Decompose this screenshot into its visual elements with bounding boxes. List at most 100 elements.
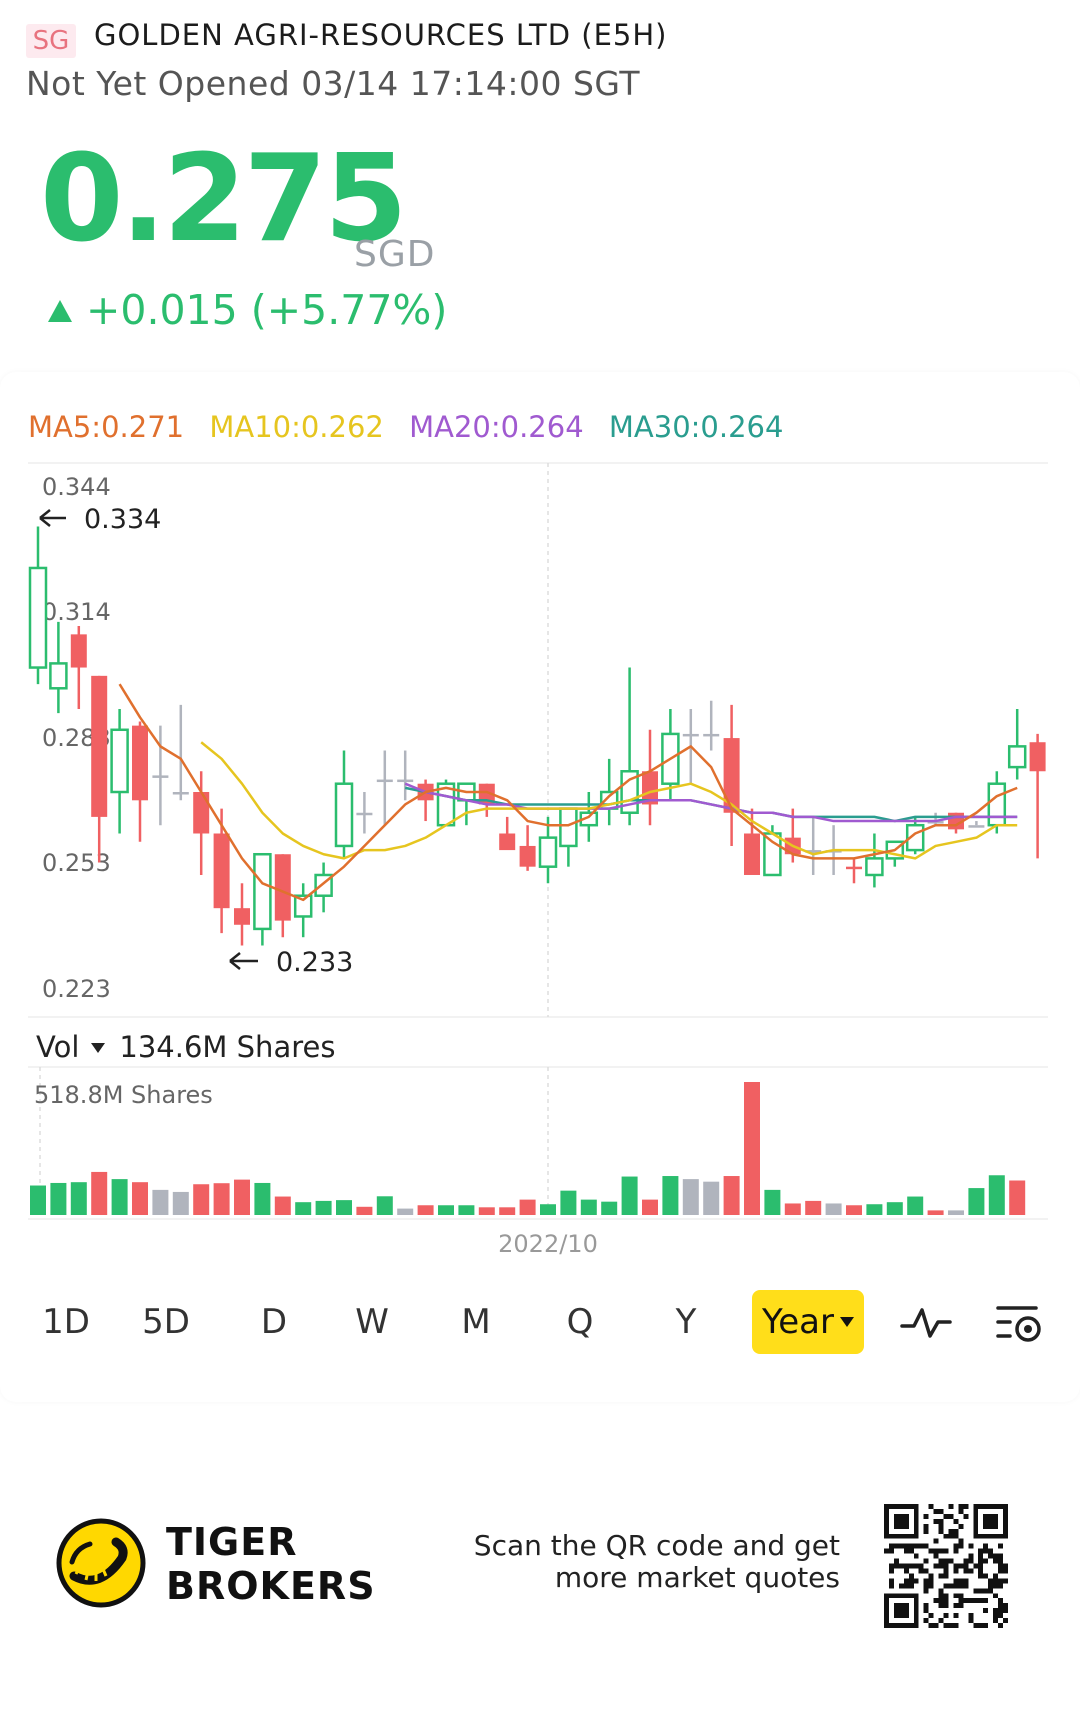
candle — [538, 816, 558, 884]
pulse-icon[interactable] — [900, 1302, 952, 1342]
candle-body — [234, 908, 250, 925]
candle — [91, 675, 108, 863]
volume-bar — [642, 1199, 658, 1215]
volume-bar — [927, 1210, 944, 1215]
chevron-down-icon — [91, 1043, 106, 1053]
period-y[interactable]: Y — [675, 1302, 697, 1342]
ma-lines-layer — [118, 683, 1018, 902]
low-marker: 0.233 — [229, 947, 353, 978]
candle-body — [152, 775, 169, 778]
candle — [193, 771, 210, 875]
volume-bar — [499, 1207, 516, 1215]
candle — [1007, 709, 1027, 780]
volume-bar — [988, 1175, 1005, 1215]
volume-bar — [866, 1204, 883, 1215]
volume-bar — [744, 1082, 760, 1215]
volume-bar — [458, 1205, 475, 1215]
candle — [744, 808, 760, 875]
last-price: 0.275 — [40, 130, 408, 269]
candle-body — [274, 854, 291, 921]
candle-body — [519, 845, 536, 867]
chart-settings-icon[interactable] — [996, 1302, 1044, 1346]
period-1d[interactable]: 1D — [42, 1302, 90, 1342]
candle — [49, 621, 68, 714]
candle — [314, 862, 333, 913]
candle-body — [682, 733, 699, 737]
candle-body — [110, 728, 129, 794]
volume-bar — [540, 1204, 556, 1215]
volume-bar — [438, 1205, 454, 1215]
candle — [132, 721, 148, 842]
candle-body — [559, 807, 578, 848]
period-m[interactable]: M — [461, 1302, 491, 1342]
stock-name: GOLDEN AGRI-RESOURCES LTD (E5H) — [94, 18, 668, 52]
candle — [253, 852, 272, 946]
candle — [559, 807, 578, 867]
brand-line2: BROKERS — [166, 1564, 376, 1608]
left-arrow-icon — [39, 509, 66, 527]
period-q[interactable]: Q — [566, 1302, 594, 1342]
volume-bar — [213, 1183, 230, 1215]
market-status: Not Yet Opened 03/14 17:14:00 SGT — [26, 64, 640, 103]
candle — [213, 808, 230, 934]
volume-bar — [621, 1176, 638, 1215]
ma20-line — [404, 782, 1018, 823]
y-label: 0.344 — [42, 473, 111, 501]
chart-grid — [28, 462, 1048, 1220]
volume-bar — [601, 1201, 618, 1215]
candle-body — [1007, 745, 1027, 769]
ma-legend: MA5:0.271 MA10:0.262 MA20:0.264 MA30:0.2… — [28, 410, 799, 444]
period-w[interactable]: W — [355, 1302, 389, 1342]
qr-code-icon — [884, 1504, 1008, 1628]
candle — [110, 709, 129, 834]
chevron-down-icon — [839, 1317, 854, 1327]
candle-body — [723, 738, 740, 813]
candle-body — [865, 857, 884, 877]
candle-body — [70, 634, 87, 668]
candle-body — [703, 733, 720, 737]
volume-bar — [397, 1208, 414, 1215]
candle — [865, 833, 884, 888]
candle-body — [132, 725, 148, 801]
volume-bar — [1009, 1180, 1026, 1215]
volume-header[interactable]: Vol 134.6M Shares — [36, 1030, 335, 1064]
candlestick-chart[interactable]: 0.344 0.314 0.283 0.253 0.223 0.334 0.23… — [0, 455, 1080, 1255]
high-marker-value: 0.334 — [84, 504, 161, 535]
up-arrow-icon — [48, 300, 72, 322]
volume-bar — [519, 1199, 536, 1215]
period-year-label: Year — [762, 1302, 834, 1342]
volume-bar — [152, 1189, 169, 1215]
x-axis-label: 2022/10 — [498, 1230, 598, 1255]
scan-qr-text: Scan the QR code and get more market quo… — [473, 1529, 840, 1594]
left-arrow-icon — [229, 952, 258, 970]
candle — [234, 883, 250, 946]
candle-body — [28, 566, 48, 669]
chart-card — [0, 372, 1080, 1402]
candle — [642, 729, 658, 826]
volume-bar — [968, 1188, 985, 1215]
candle-body — [744, 833, 760, 875]
candle — [846, 858, 862, 884]
period-5d[interactable]: 5D — [142, 1302, 190, 1342]
volume-bar — [336, 1200, 352, 1215]
candle-body — [805, 850, 822, 853]
ma5-line — [118, 683, 1018, 902]
ma10-line — [200, 741, 1018, 860]
volume-value: 134.6M Shares — [119, 1030, 336, 1064]
ma5-label: MA5:0.271 — [28, 410, 185, 444]
candle — [723, 704, 740, 846]
volume-bar — [886, 1202, 903, 1215]
price-change-value: +0.015 (+5.77%) — [86, 286, 448, 334]
price-change: +0.015 (+5.77%) — [48, 286, 447, 334]
currency-label: SGD — [354, 234, 436, 275]
period-year-dropdown[interactable]: Year — [752, 1290, 864, 1354]
candle-body — [91, 675, 108, 817]
period-d[interactable]: D — [260, 1302, 288, 1342]
candle-body — [193, 792, 210, 834]
brand-line1: TIGER — [166, 1520, 298, 1564]
candle-body — [376, 779, 393, 783]
candle — [376, 750, 393, 826]
volume-bar — [723, 1176, 740, 1215]
candle-body — [172, 792, 189, 795]
volume-bar — [662, 1176, 679, 1215]
